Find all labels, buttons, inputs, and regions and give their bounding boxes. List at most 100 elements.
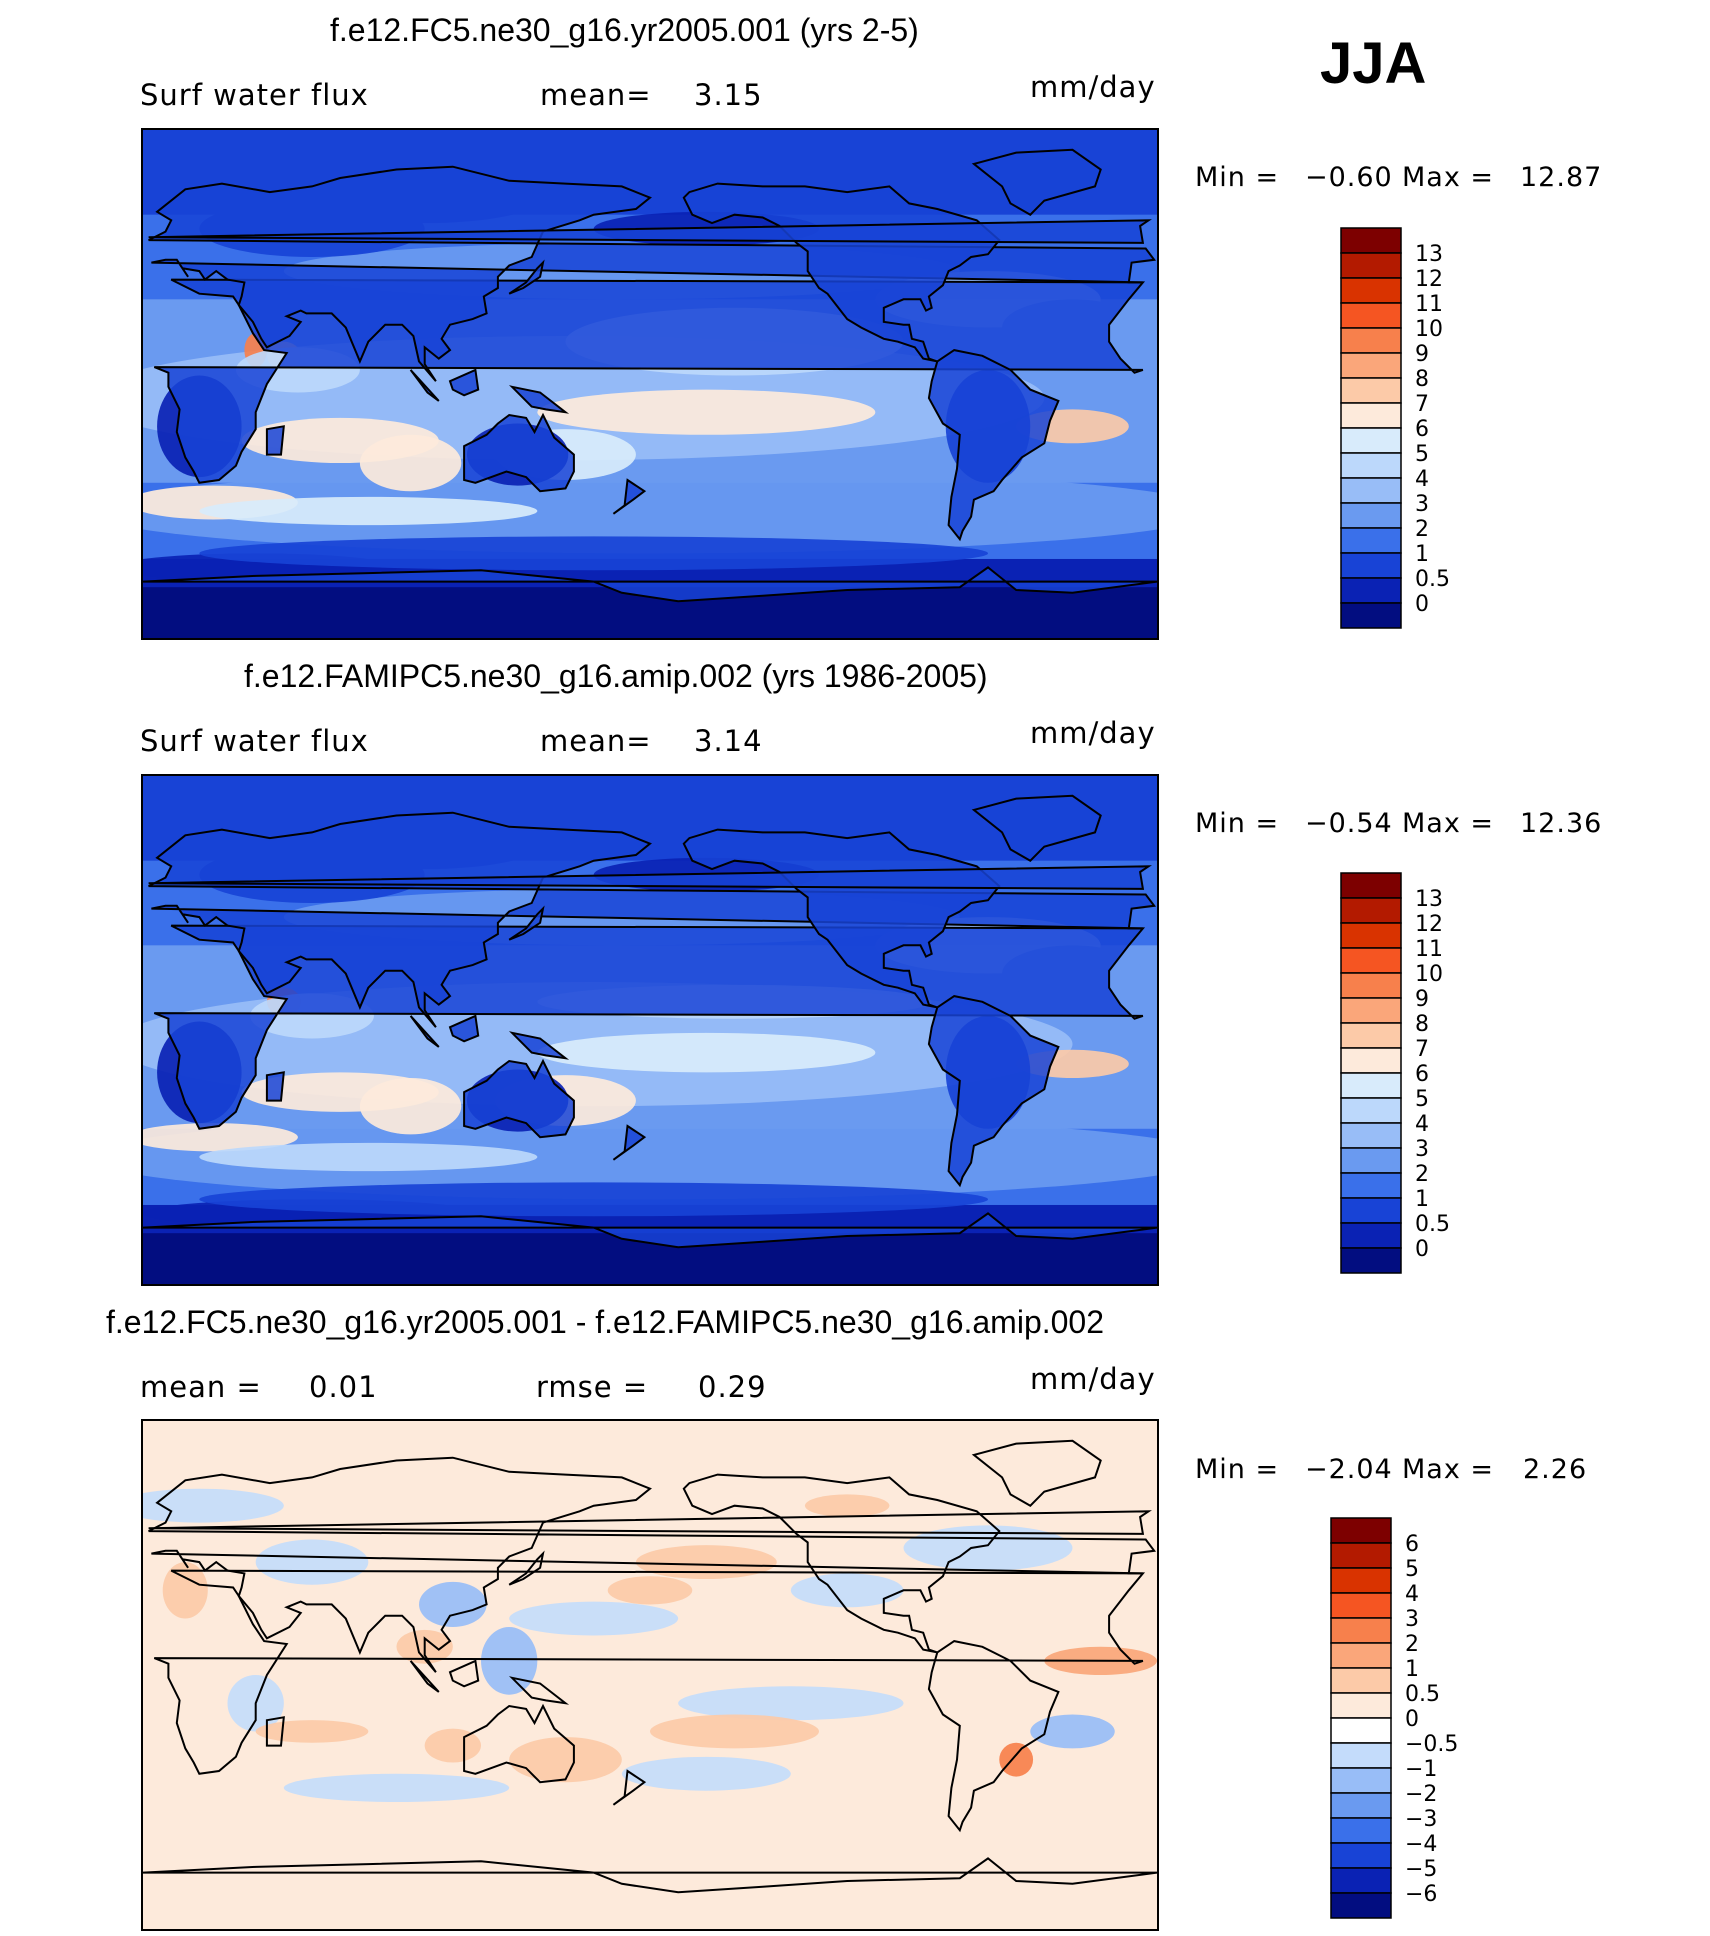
coastline xyxy=(265,425,285,456)
panel1-min-label: Min = xyxy=(1195,162,1280,193)
coastline xyxy=(463,1058,575,1139)
colorbar-tick-label: 9 xyxy=(1415,987,1429,1012)
coastline xyxy=(508,1550,545,1586)
colorbar-tick-label: 0.5 xyxy=(1415,567,1450,592)
map-background xyxy=(143,1421,1157,1929)
panel2-min-value: −0.54 xyxy=(1305,808,1393,839)
colorbar-box xyxy=(1340,527,1402,554)
panel1-units: mm/day xyxy=(1030,70,1156,104)
colorbar-tick-label: 11 xyxy=(1415,292,1443,317)
colorbar-tick-label: 13 xyxy=(1415,242,1443,267)
panel3-rmse-value: 0.29 xyxy=(698,1370,767,1404)
colorbar-box xyxy=(1330,1867,1392,1894)
panel3-max-value: 2.26 xyxy=(1523,1454,1588,1485)
panel1-title: f.e12.FC5.ne30_g16.yr2005.001 (yrs 2-5) xyxy=(330,12,919,48)
colorbar-box xyxy=(1340,1222,1402,1249)
map-field-patch xyxy=(255,1720,369,1743)
coastline xyxy=(508,1031,570,1060)
panel3-rmse-label: rmse = xyxy=(536,1370,649,1404)
colorbar-box xyxy=(1330,1892,1392,1919)
map-field-patch xyxy=(143,1488,284,1523)
colorbar-tick-label: −5 xyxy=(1405,1857,1437,1882)
map-field-patch xyxy=(903,1525,1073,1571)
colorbar-box xyxy=(1340,1172,1402,1199)
colorbar-tick-label: 4 xyxy=(1405,1582,1419,1607)
colorbar-tick-label: −4 xyxy=(1405,1832,1437,1857)
panel1-variable-label: Surf water flux xyxy=(140,78,369,112)
panel1-mean-value: 3.15 xyxy=(694,78,763,112)
colorbar-box xyxy=(1330,1542,1392,1569)
panel2-colorbar: 13 12 11 10 9 8 7 6 5 4 3 2 1 0.5 0 xyxy=(1340,872,1491,1278)
colorbar-tick-label: 12 xyxy=(1415,912,1443,937)
panel3-min-label: Min = xyxy=(1195,1454,1280,1485)
colorbar-box xyxy=(1330,1617,1392,1644)
coastline xyxy=(148,1456,1157,1673)
colorbar-box xyxy=(1330,1567,1392,1594)
panel2-mean-value: 3.14 xyxy=(694,724,763,758)
colorbar-box xyxy=(1340,377,1402,404)
coastline xyxy=(612,1124,647,1161)
colorbar-tick-label: 7 xyxy=(1415,392,1429,417)
coastline xyxy=(508,1676,570,1705)
panel3-map-field xyxy=(143,1421,1157,1929)
panel2-max-label: Max = xyxy=(1402,808,1495,839)
colorbar-box xyxy=(1330,1842,1392,1869)
map-field-patch xyxy=(999,1742,1034,1777)
coastline xyxy=(409,1660,440,1693)
colorbar-box xyxy=(1340,1147,1402,1174)
map-field-patch xyxy=(283,1773,510,1802)
colorbar-tick-label: 8 xyxy=(1415,367,1429,392)
map-field-patch xyxy=(509,1737,622,1783)
coastline xyxy=(508,259,545,295)
colorbar-tick-label: 9 xyxy=(1415,342,1429,367)
map-field-patch xyxy=(804,1494,890,1517)
colorbar-tick-label: 7 xyxy=(1415,1037,1429,1062)
panel1-mean-label: mean= xyxy=(540,78,652,112)
colorbar-box xyxy=(1330,1767,1392,1794)
map-field-patch xyxy=(419,1581,487,1628)
map-field-patch xyxy=(481,1627,538,1695)
colorbar-box xyxy=(1330,1517,1392,1544)
map-field-patch xyxy=(537,1032,876,1073)
panel2-max-value: 12.36 xyxy=(1520,808,1603,839)
colorbar-box xyxy=(1340,1072,1402,1099)
panel1-colorbar: 13 12 11 10 9 8 7 6 5 4 3 2 1 0.5 0 xyxy=(1340,227,1491,633)
colorbar-tick-label: 5 xyxy=(1415,1087,1429,1112)
coastline xyxy=(148,165,1157,382)
colorbar-tick-label: 10 xyxy=(1415,962,1443,987)
map-field-patch xyxy=(424,1728,482,1763)
colorbar-tick-label: −0.5 xyxy=(1405,1732,1458,1757)
panel3-title: f.e12.FC5.ne30_g16.yr2005.001 - f.e12.FA… xyxy=(106,1304,1105,1340)
colorbar-tick-label: 1 xyxy=(1405,1657,1419,1682)
colorbar-tick-label: 2 xyxy=(1405,1632,1419,1657)
map-field-patch xyxy=(790,1573,904,1608)
colorbar-box xyxy=(1340,1122,1402,1149)
panel3-map xyxy=(141,1419,1159,1931)
panel3-min-value: −2.04 xyxy=(1305,1454,1393,1485)
colorbar-tick-label: 0 xyxy=(1405,1707,1419,1732)
colorbar-box xyxy=(1340,997,1402,1024)
colorbar-box xyxy=(1340,872,1402,899)
panel2-map xyxy=(141,774,1159,1286)
season-label: JJA xyxy=(1320,31,1427,96)
panel2-min-label: Min = xyxy=(1195,808,1280,839)
colorbar-box xyxy=(1340,277,1402,304)
panel3-colorbar: 6 5 4 3 2 1 0.5 0 −0.5 −1 −2 −3 −4 −5 −6 xyxy=(1330,1517,1481,1923)
colorbar-box xyxy=(1340,602,1402,629)
map-field-patch xyxy=(607,1576,693,1605)
colorbar-box xyxy=(1340,897,1402,924)
coastline xyxy=(463,1703,575,1784)
map-field-patch xyxy=(162,1562,208,1619)
colorbar-tick-label: 1 xyxy=(1415,542,1429,567)
coastline xyxy=(448,1014,480,1043)
map-field-patch xyxy=(537,389,876,435)
coastline xyxy=(448,368,480,397)
map-field-patch xyxy=(635,1545,777,1580)
coastline xyxy=(927,349,1060,542)
coastline xyxy=(463,412,575,493)
colorbar-box xyxy=(1340,922,1402,949)
map-field-patch xyxy=(678,1686,904,1721)
coastline xyxy=(143,1857,1157,1894)
colorbar-tick-label: 10 xyxy=(1415,317,1443,342)
colorbar-box xyxy=(1330,1717,1392,1744)
